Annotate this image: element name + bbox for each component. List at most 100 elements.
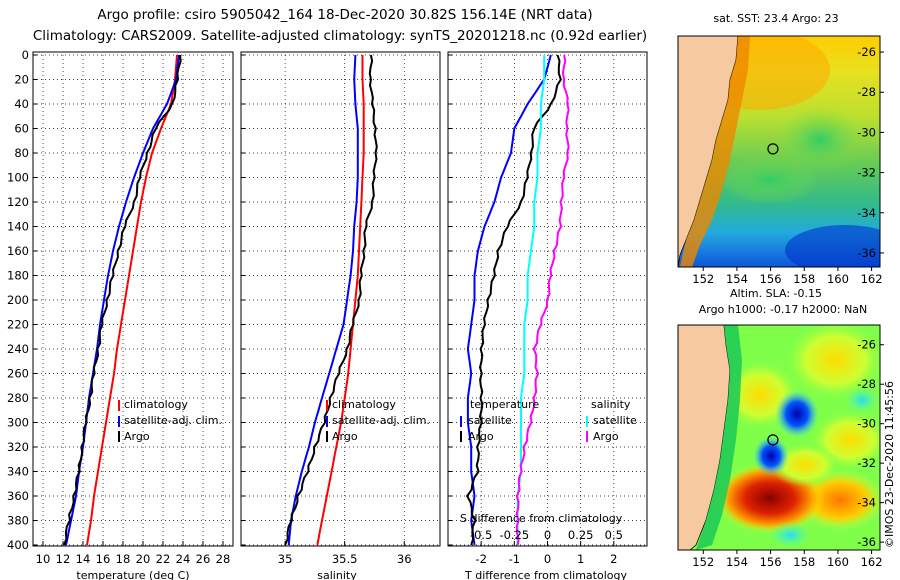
x-tick-label: 20 (136, 552, 151, 566)
temperature-x-label: temperature (deg C) (76, 569, 189, 580)
depth-tick-label: 160 (7, 244, 29, 258)
difference-grid (448, 54, 647, 546)
secondary-tick-label: 0.5 (605, 528, 623, 542)
depth-tick-label: 260 (7, 367, 29, 381)
series-line-argo (284, 54, 378, 546)
depth-tick-label: 300 (7, 416, 29, 430)
legend-argo-label: Argo (332, 430, 358, 443)
sst-map-ticks: -26 -28 -30 -32 -34 -36 152 154 156 158 160 162 (692, 45, 884, 286)
lon-tick-label: 156 (760, 272, 782, 286)
depth-tick-label: 100 (7, 171, 29, 185)
depth-tick-label: 380 (7, 514, 29, 528)
salinity-x-label: salinity (317, 569, 357, 580)
lon-tick-label: 154 (726, 272, 748, 286)
difference-legend: temperature satellite Argo salinity sate… (460, 398, 637, 443)
legend-sal-satellite-label: satellite (593, 414, 637, 427)
series-line-temperature-satellite (466, 54, 552, 546)
sla-argo-marker (767, 434, 779, 446)
temperature-series (63, 54, 182, 546)
secondary-tick-label: 0 (544, 528, 551, 542)
lon-tick-label: 156 (760, 555, 782, 569)
sst-coastal-band (680, 36, 750, 267)
figure-title-line2: Climatology: CARS2009. Satellite-adjuste… (33, 28, 647, 44)
lat-tick-label: -26 (857, 45, 876, 59)
x-tick-label: 0 (544, 552, 551, 566)
salinity-legend: climatology satellite-adj. clim. Argo (326, 398, 430, 443)
depth-tick-label: 20 (14, 73, 29, 87)
lon-tick-label: 162 (861, 555, 883, 569)
x-tick-label: 18 (116, 552, 131, 566)
legend-climatology-label: climatology (124, 398, 188, 411)
legend-argo-label: Argo (124, 430, 150, 443)
temperature-x-ticks: 10 12 14 16 18 20 22 24 26 28 (36, 541, 231, 566)
secondary-tick-label: 0.25 (568, 528, 594, 542)
depth-tick-label: 200 (7, 293, 29, 307)
lat-tick-label: -30 (857, 125, 876, 139)
difference-panel: -2 -1 0 1 2 -0.5 -0.25 0 0.25 0.5 S difference f… (447, 51, 648, 580)
legend-temp-argo-label: Argo (468, 430, 494, 443)
depth-axis-ticks: 0 20 40 60 80 100 120 140 160 180 200 220 240 260 280 3… (7, 48, 29, 552)
depth-tick-label: 140 (7, 220, 29, 234)
x-tick-label: 35.5 (332, 552, 358, 566)
salinity-panel-frame (240, 51, 441, 547)
sst-cold-patch (785, 225, 880, 267)
sst-green-patch (775, 105, 865, 175)
depth-tick-label: 240 (7, 342, 29, 356)
temperature-panel-frame (32, 51, 234, 547)
lat-tick-label: -26 (857, 338, 876, 352)
x-tick-label: -1 (509, 552, 520, 566)
sst-argo-marker (767, 143, 779, 155)
depth-tick-label: 40 (14, 97, 29, 111)
sst-green-patch (720, 155, 820, 205)
lat-tick-label: -32 (857, 456, 876, 470)
sla-high-patch (785, 325, 880, 400)
difference-x-ticks: -2 -1 0 1 2 (475, 541, 617, 566)
temperature-legend: climatology satellite-adj. clim. Argo (118, 398, 222, 443)
lon-tick-label: 162 (861, 272, 883, 286)
depth-tick-label: 280 (7, 391, 29, 405)
x-tick-label: 12 (56, 552, 71, 566)
depth-tick-label: 60 (14, 122, 29, 136)
salinity-series (284, 54, 378, 546)
depth-tick-label: 180 (7, 269, 29, 283)
sla-map: -26 -28 -30 -32 -34 -36 152 154 156 158 160 162 (677, 324, 884, 569)
imos-timestamp: ©IMOS 23-Dec-2020 11:45:56 (883, 381, 896, 548)
lat-tick-label: -32 (857, 166, 876, 180)
lon-tick-label: 152 (692, 272, 714, 286)
x-tick-label: 28 (216, 552, 231, 566)
lat-tick-label: -28 (857, 377, 876, 391)
lat-tick-label: -34 (857, 496, 876, 510)
difference-x-label: T difference from climatology (464, 569, 627, 580)
depth-tick-label: 400 (7, 538, 29, 552)
legend-temp-satellite-label: satellite (468, 414, 512, 427)
series-line-climatology (316, 55, 365, 546)
depth-tick-label: 340 (7, 465, 29, 479)
sst-map-frame (677, 35, 881, 268)
depth-tick-label: 80 (14, 146, 29, 160)
salinity-x-ticks: 35 35.5 36 (278, 541, 412, 566)
lat-tick-label: -36 (857, 535, 876, 549)
sst-map-title: sat. SST: 23.4 Argo: 23 (713, 12, 838, 25)
depth-tick-label: 0 (22, 48, 29, 62)
lat-tick-label: -30 (857, 417, 876, 431)
figure-title-line1: Argo profile: csiro 5905042_164 18-Dec-2… (97, 7, 592, 23)
series-line-salinity-argo (515, 54, 570, 546)
depth-tick-label: 220 (7, 318, 29, 332)
lon-tick-label: 160 (827, 272, 849, 286)
lon-tick-label: 158 (793, 555, 815, 569)
series-line-climatology (86, 54, 178, 546)
sla-map-title-line2: Argo h1000: -0.17 h2000: NaN (699, 303, 868, 316)
depth-tick-label: 360 (7, 489, 29, 503)
lat-tick-label: -36 (857, 246, 876, 260)
lon-tick-label: 158 (793, 272, 815, 286)
x-tick-label: 16 (96, 552, 111, 566)
x-tick-label: 10 (36, 552, 51, 566)
legend-temperature-title: temperature (470, 398, 539, 411)
sla-low-patch (768, 521, 812, 549)
x-tick-label: 1 (577, 552, 584, 566)
legend-satellite-label: satellite-adj. clim. (124, 414, 222, 427)
lat-tick-label: -34 (857, 206, 876, 220)
temperature-panel: 10 12 14 16 18 20 22 24 26 28 temperature (deg C)… (32, 51, 234, 580)
series-line-satellite-adj-clim- (287, 54, 359, 546)
sla-low-eddy (753, 436, 789, 476)
